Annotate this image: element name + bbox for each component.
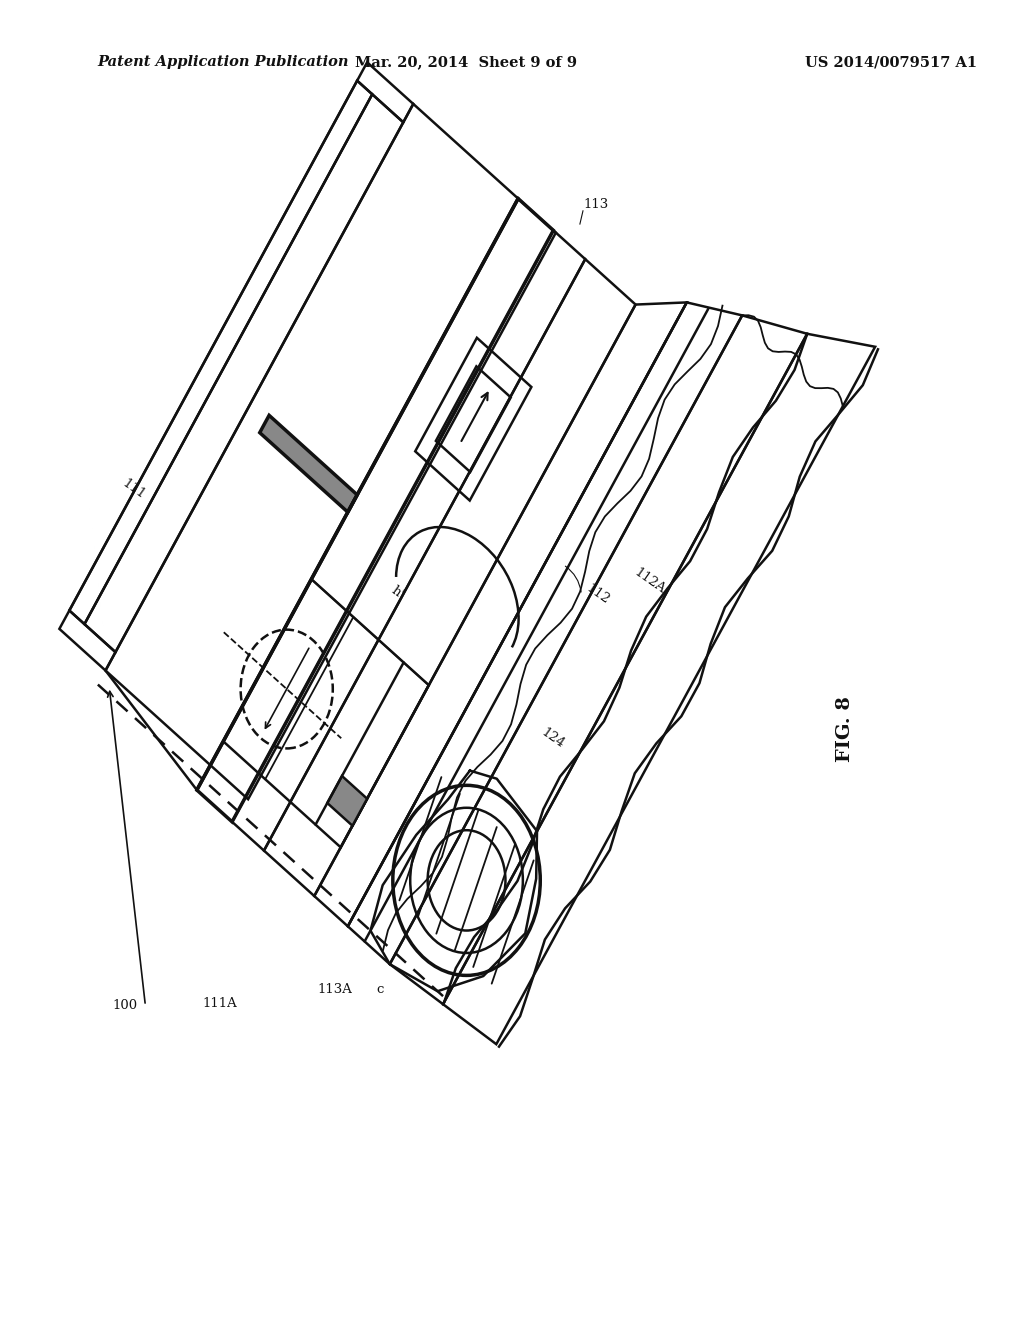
Text: FIG. 8: FIG. 8 (836, 696, 854, 762)
Text: Patent Application Publication: Patent Application Publication (97, 55, 349, 70)
Text: h': h' (389, 583, 407, 602)
Text: 113A: 113A (317, 983, 352, 997)
Text: Mar. 20, 2014  Sheet 9 of 9: Mar. 20, 2014 Sheet 9 of 9 (355, 55, 577, 70)
Text: 111A: 111A (203, 997, 238, 1010)
Text: c: c (377, 983, 384, 997)
Text: 112A: 112A (632, 565, 668, 597)
Text: US 2014/0079517 A1: US 2014/0079517 A1 (805, 55, 977, 70)
Text: 111: 111 (120, 477, 147, 502)
Polygon shape (328, 776, 368, 826)
Text: 112: 112 (584, 582, 611, 607)
Polygon shape (260, 416, 357, 512)
Text: 100: 100 (112, 999, 137, 1012)
Text: 113: 113 (583, 198, 608, 211)
Text: 124: 124 (539, 726, 567, 751)
